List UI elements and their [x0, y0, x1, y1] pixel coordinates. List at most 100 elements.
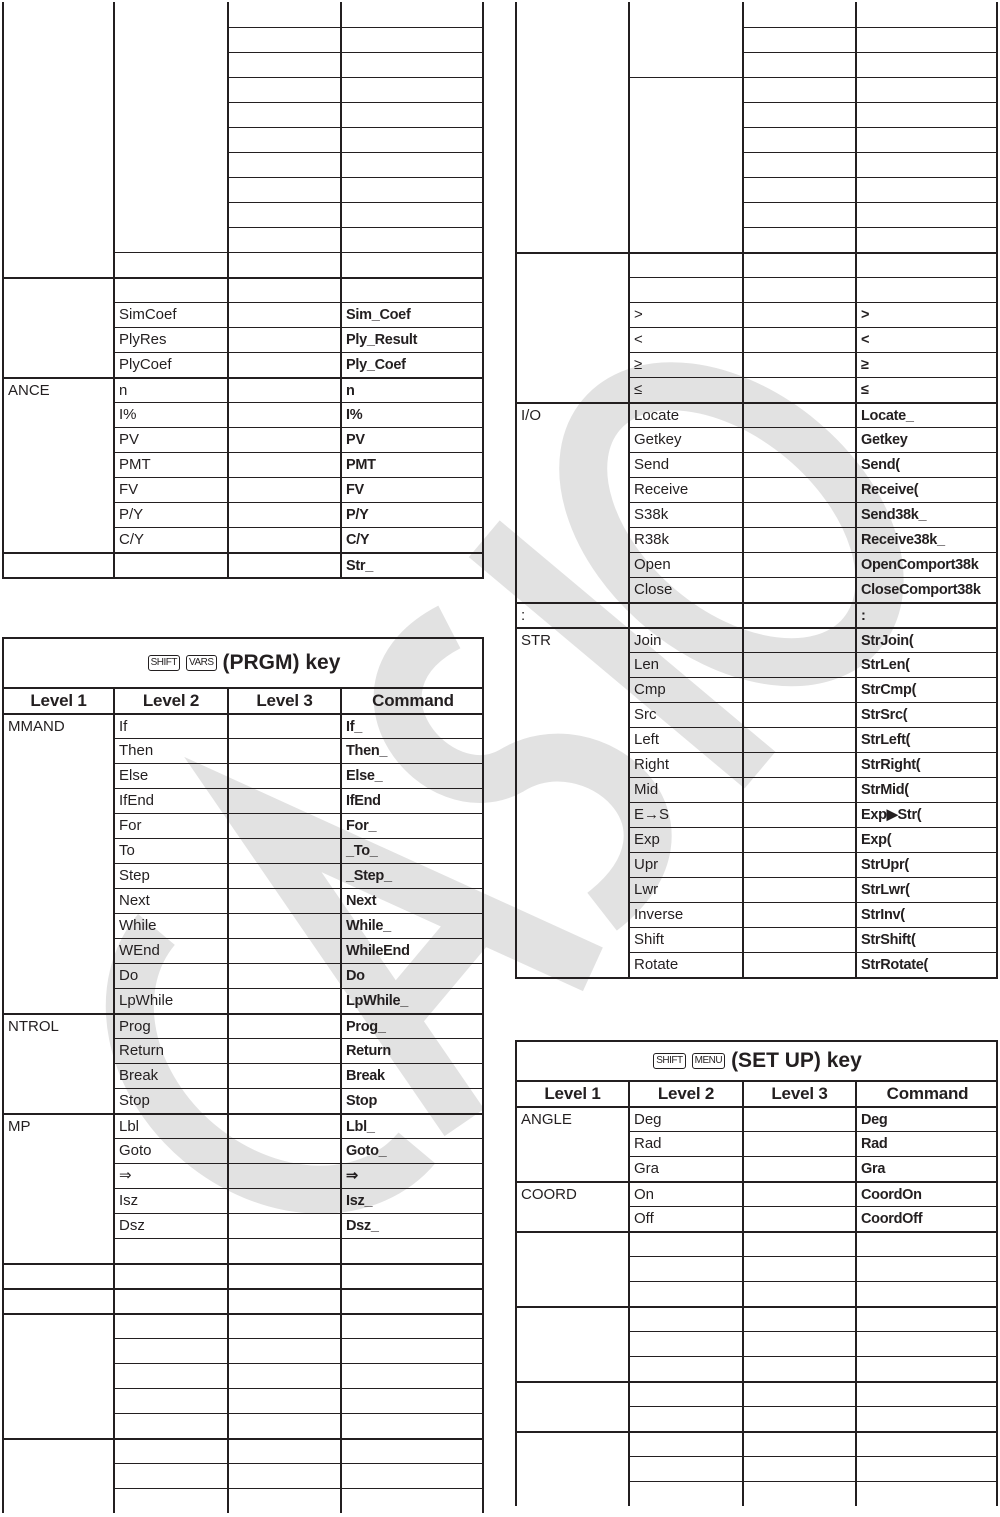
level1-cell: MP: [2, 1113, 113, 1263]
level3-cell: [742, 327, 855, 352]
command-cell: StrSrc(: [855, 702, 998, 727]
command-cell: Dsz_: [340, 1213, 484, 1238]
level2-cell: Goto: [113, 1138, 227, 1163]
level1-cell: STR: [515, 627, 628, 977]
level2-cell: FV: [113, 477, 227, 502]
level3-cell: [742, 577, 855, 602]
column-header: Command: [855, 1080, 998, 1106]
level3-cell: [227, 1338, 340, 1363]
command-cell: Prog_: [340, 1013, 484, 1038]
command-cell: [340, 1263, 484, 1288]
level2-cell: [628, 602, 742, 627]
level1-cell: [2, 277, 113, 377]
command-cell: StrMid(: [855, 777, 998, 802]
level3-cell: [227, 1213, 340, 1238]
command-cell: Ply_Coef: [340, 352, 484, 377]
level2-cell: [113, 552, 227, 577]
command-cell: [340, 1463, 484, 1488]
table-title-text: (PRGM) key: [222, 651, 341, 674]
level2-cell: WEnd: [113, 938, 227, 963]
command-cell: C/Y: [340, 527, 484, 552]
command-cell: [340, 277, 484, 302]
command-cell: [340, 202, 484, 227]
command-cell: [855, 127, 998, 152]
level3-cell: [227, 1438, 340, 1463]
level3-cell: [742, 1431, 855, 1456]
command-cell: IfEnd: [340, 788, 484, 813]
level1-cell: I/O: [515, 402, 628, 602]
command-cell: Lbl_: [340, 1113, 484, 1138]
level3-cell: [742, 52, 855, 77]
level2-cell: I%: [113, 402, 227, 427]
command-cell: [855, 27, 998, 52]
level3-cell: [742, 902, 855, 927]
level2-cell: Then: [113, 738, 227, 763]
level2-cell: [113, 277, 227, 302]
command-cell: [340, 1438, 484, 1463]
command-cell: CloseComport38k: [855, 577, 998, 602]
command-cell: [855, 1406, 998, 1431]
column-header: Level 3: [742, 1080, 855, 1106]
level3-cell: [227, 1063, 340, 1088]
level3-cell: [227, 352, 340, 377]
level2-cell: [628, 1456, 742, 1481]
command-cell: Return: [340, 1038, 484, 1063]
command-cell: CoordOn: [855, 1181, 998, 1206]
level1-cell: [2, 1438, 113, 1513]
table-title: SHIFT MENU (SET UP) key: [515, 1040, 998, 1080]
level2-cell: C/Y: [113, 527, 227, 552]
command-cell: Send(: [855, 452, 998, 477]
level2-cell: [628, 1256, 742, 1281]
level3-cell: [742, 877, 855, 902]
command-cell: [855, 202, 998, 227]
level2-cell: Exp: [628, 827, 742, 852]
command-cell: ≥: [855, 352, 998, 377]
level3-cell: [742, 552, 855, 577]
level3-cell: [227, 863, 340, 888]
level2-cell: ⇒: [113, 1163, 227, 1188]
level1-cell: [2, 1263, 113, 1288]
level3-cell: [742, 1456, 855, 1481]
column-header: Level 3: [227, 687, 340, 713]
level3-cell: [742, 127, 855, 152]
command-cell: [855, 1331, 998, 1356]
command-cell: Exp▶Str(: [855, 802, 998, 827]
command-cell: Str_: [340, 552, 484, 577]
level2-cell: Gra: [628, 1156, 742, 1181]
level2-cell: PMT: [113, 452, 227, 477]
level3-cell: [227, 1113, 340, 1138]
level3-cell: [742, 1406, 855, 1431]
level2-cell: Off: [628, 1206, 742, 1231]
level2-cell: Shift: [628, 927, 742, 952]
level3-cell: [227, 1188, 340, 1213]
command-cell: StrShift(: [855, 927, 998, 952]
level3-cell: [742, 527, 855, 552]
level2-cell: [628, 252, 742, 277]
level2-cell: [113, 1438, 227, 1463]
command-cell: ⇒: [340, 1163, 484, 1188]
level3-cell: [742, 427, 855, 452]
level3-cell: [742, 27, 855, 52]
level3-cell: [227, 127, 340, 152]
level1-cell: [2, 1288, 113, 1313]
level3-cell: [742, 1231, 855, 1256]
level2-cell: Lbl: [113, 1113, 227, 1138]
command-cell: [855, 152, 998, 177]
level3-cell: [742, 202, 855, 227]
level2-cell: >: [628, 302, 742, 327]
level3-cell: [742, 302, 855, 327]
level3-cell: [742, 502, 855, 527]
command-cell: P/Y: [340, 502, 484, 527]
level2-cell: Rotate: [628, 952, 742, 977]
command-cell: Goto_: [340, 1138, 484, 1163]
command-cell: For_: [340, 813, 484, 838]
command-cell: [855, 1356, 998, 1381]
level3-cell: [227, 77, 340, 102]
menu-key-icon: MENU: [691, 1053, 726, 1069]
column-header: Command: [340, 687, 484, 713]
level3-cell: [742, 477, 855, 502]
command-cell: [340, 1288, 484, 1313]
level2-cell: [113, 1388, 227, 1413]
level3-cell: [227, 1013, 340, 1038]
level2-cell: Break: [113, 1063, 227, 1088]
